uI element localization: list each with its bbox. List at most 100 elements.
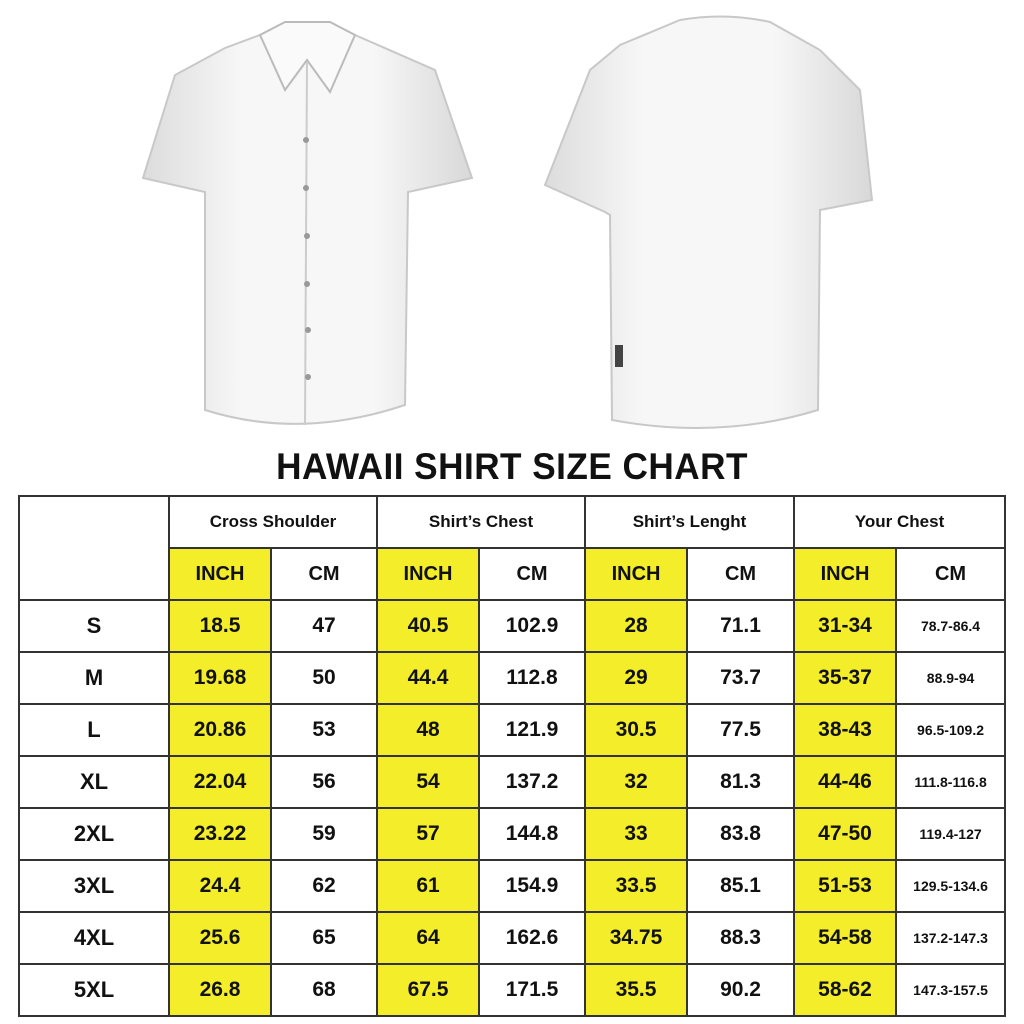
table-cell: 54 — [376, 755, 480, 809]
table-cell: 129.5-134.6 — [895, 859, 1007, 913]
table-cell: 144.8 — [477, 807, 587, 861]
unit-header: CM — [895, 547, 1007, 601]
table-row: S 18.5 47 40.5 102.9 28 71.1 31-34 78.7-86.4 — [18, 599, 1007, 653]
size-label: 3XL — [18, 859, 170, 913]
table-row: 5XL 26.8 68 67.5 171.5 35.5 90.2 58-62 147.3-157… — [18, 963, 1007, 1017]
table-cell: 19.68 — [168, 651, 272, 705]
table-cell: 34.75 — [584, 911, 689, 965]
table-cell: 53 — [270, 703, 378, 757]
table-cell: 29 — [584, 651, 689, 705]
group-header: Your Chest — [793, 495, 1007, 549]
table-cell: 68 — [270, 963, 378, 1017]
table-cell: 77.5 — [686, 703, 796, 757]
table-cell: 51-53 — [793, 859, 898, 913]
table-row: L 20.86 53 48 121.9 30.5 77.5 38-43 96.5-109.2 — [18, 703, 1007, 757]
table-cell: 88.3 — [686, 911, 796, 965]
table-cell: 171.5 — [477, 963, 587, 1017]
table-cell: 26.8 — [168, 963, 272, 1017]
table-cell: 31-34 — [793, 599, 898, 653]
table-cell: 54-58 — [793, 911, 898, 965]
table-cell: 50 — [270, 651, 378, 705]
table-cell: 44-46 — [793, 755, 898, 809]
size-label: S — [18, 599, 170, 653]
table-cell: 59 — [270, 807, 378, 861]
table-cell: 56 — [270, 755, 378, 809]
corner-cell — [18, 495, 170, 601]
table-cell: 40.5 — [376, 599, 480, 653]
table-cell: 61 — [376, 859, 480, 913]
table-row: 3XL 24.4 62 61 154.9 33.5 85.1 51-53 129.5-134.6 — [18, 859, 1007, 913]
table-cell: 18.5 — [168, 599, 272, 653]
table-cell: 48 — [376, 703, 480, 757]
table-cell: 57 — [376, 807, 480, 861]
table-cell: 71.1 — [686, 599, 796, 653]
table-cell: 111.8-116.8 — [895, 755, 1007, 809]
table-row: 2XL 23.22 59 57 144.8 33 83.8 47-50 119.4-127 — [18, 807, 1007, 861]
table-cell: 20.86 — [168, 703, 272, 757]
table-cell: 24.4 — [168, 859, 272, 913]
size-label: L — [18, 703, 170, 757]
size-label: XL — [18, 755, 170, 809]
shirt-front-image — [141, 21, 474, 426]
table-cell: 65 — [270, 911, 378, 965]
shirt-back-image — [543, 15, 874, 429]
table-row: 4XL 25.6 65 64 162.6 34.75 88.3 54-58 137.2-147.… — [18, 911, 1007, 965]
table-cell: 64 — [376, 911, 480, 965]
table-cell: 62 — [270, 859, 378, 913]
table-row: M 19.68 50 44.4 112.8 29 73.7 35-37 88.9-94 — [18, 651, 1007, 705]
table-cell: 28 — [584, 599, 689, 653]
table-cell: 25.6 — [168, 911, 272, 965]
table-cell: 33 — [584, 807, 689, 861]
table-cell: 154.9 — [477, 859, 587, 913]
table-cell: 78.7-86.4 — [895, 599, 1007, 653]
unit-header: CM — [686, 547, 796, 601]
unit-header-row: INCH CM INCH CM INCH CM INCH CM — [19, 547, 1007, 601]
unit-header: INCH — [793, 547, 898, 601]
table-cell: 81.3 — [686, 755, 796, 809]
table-cell: 137.2 — [477, 755, 587, 809]
unit-header: CM — [477, 547, 587, 601]
table-cell: 73.7 — [686, 651, 796, 705]
table-cell: 67.5 — [376, 963, 480, 1017]
size-label: 4XL — [18, 911, 170, 965]
table-cell: 137.2-147.3 — [895, 911, 1007, 965]
table-cell: 33.5 — [584, 859, 689, 913]
shirt-images — [141, 15, 874, 429]
table-cell: 47-50 — [793, 807, 898, 861]
table-cell: 102.9 — [477, 599, 587, 653]
size-label: M — [18, 651, 170, 705]
table-cell: 47 — [270, 599, 378, 653]
table-cell: 83.8 — [686, 807, 796, 861]
table-cell: 147.3-157.5 — [895, 963, 1007, 1017]
group-header-row: Cross Shoulder Shirt’s Chest Shirt’s Len… — [18, 495, 1007, 601]
table-cell: 44.4 — [376, 651, 480, 705]
table-cell: 162.6 — [477, 911, 587, 965]
table-cell: 22.04 — [168, 755, 272, 809]
table-cell: 35.5 — [584, 963, 689, 1017]
table-cell: 88.9-94 — [895, 651, 1007, 705]
unit-header: CM — [270, 547, 378, 601]
group-header: Cross Shoulder — [168, 495, 378, 549]
group-header: Shirt’s Chest — [375, 495, 587, 549]
table-cell: 90.2 — [686, 963, 796, 1017]
table-cell: 35-37 — [793, 651, 898, 705]
table-cell: 121.9 — [477, 703, 587, 757]
table-row: XL 22.04 56 54 137.2 32 81.3 44-46 111.8-116.8 — [18, 755, 1007, 809]
unit-header: INCH — [584, 547, 689, 601]
size-label: 2XL — [18, 807, 170, 861]
table-cell: 119.4-127 — [895, 807, 1007, 861]
table-cell: 23.22 — [168, 807, 272, 861]
unit-header: INCH — [376, 547, 480, 601]
table-cell: 85.1 — [686, 859, 796, 913]
table-cell: 30.5 — [584, 703, 689, 757]
size-chart-table: Cross Shoulder Shirt’s Chest Shirt’s Len… — [18, 495, 1007, 1017]
group-header: Shirt’s Lenght — [584, 495, 796, 549]
size-label: 5XL — [18, 963, 170, 1017]
table-cell: 38-43 — [793, 703, 898, 757]
table-cell: 96.5-109.2 — [895, 703, 1007, 757]
size-chart-title: HAWAII SHIRT SIZE CHART — [276, 446, 748, 487]
table-cell: 112.8 — [477, 651, 587, 705]
table-cell: 32 — [584, 755, 689, 809]
table-cell: 58-62 — [793, 963, 898, 1017]
unit-header: INCH — [168, 547, 272, 601]
